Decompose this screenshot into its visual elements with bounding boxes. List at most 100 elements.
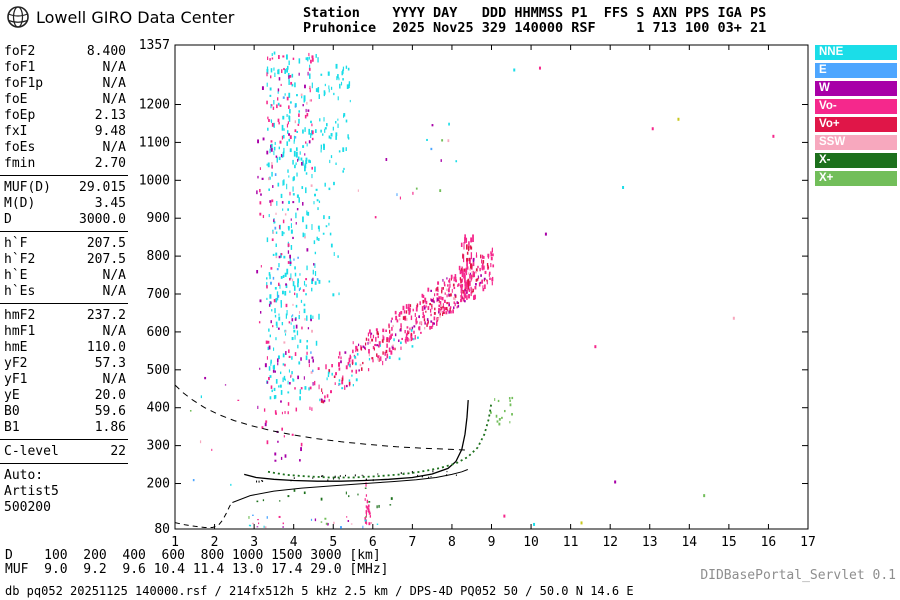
svg-text:80: 80 xyxy=(154,522,170,537)
param-row: C-level 22 xyxy=(4,444,126,460)
param-row: hmF2 237.2 xyxy=(4,308,126,324)
svg-text:800: 800 xyxy=(147,249,170,264)
param-value: N/A xyxy=(102,76,126,91)
param-label: h`F xyxy=(4,236,28,251)
panel-divider xyxy=(0,303,128,304)
param-label: h`F2 xyxy=(4,252,36,267)
svg-text:12: 12 xyxy=(602,535,618,550)
param-row: foF2 8.400 xyxy=(4,44,126,60)
svg-text:400: 400 xyxy=(147,401,170,416)
svg-text:7: 7 xyxy=(408,535,416,550)
panel-divider xyxy=(0,231,128,232)
giro-globe-icon xyxy=(7,6,29,28)
param-label: D xyxy=(4,212,12,227)
muf-distance-table: D 100 200 400 600 800 1000 1500 3000 [km… xyxy=(5,548,389,577)
y-axis-ticks: 80 200 300 400 500 600 700 800 900 1000 1100 1200 13… xyxy=(139,38,808,537)
param-label: hmE xyxy=(4,340,28,355)
param-row: Auto: xyxy=(4,468,126,484)
parameter-panel: foF2 8.400 foF1 N/A foF1p N/A foE N/A foEp 2.13 fx… xyxy=(0,44,128,516)
param-row: fxI 9.48 xyxy=(4,124,126,140)
param-label: B0 xyxy=(4,404,20,419)
param-row: yF2 57.3 xyxy=(4,356,126,372)
param-row: h`E N/A xyxy=(4,268,126,284)
param-row: Artist5 xyxy=(4,484,126,500)
svg-text:8: 8 xyxy=(448,535,456,550)
param-value: 57.3 xyxy=(94,356,126,371)
svg-text:5: 5 xyxy=(329,535,337,550)
station-header-labels: Station YYYY DAY DDD HHMMSS P1 FFS S AXN… xyxy=(303,5,767,21)
svg-text:1000: 1000 xyxy=(139,173,170,188)
param-value: N/A xyxy=(102,92,126,107)
svg-text:14: 14 xyxy=(681,535,697,550)
svg-text:16: 16 xyxy=(761,535,777,550)
param-label: Artist5 xyxy=(4,484,59,499)
transmission-curve xyxy=(174,384,470,451)
svg-text:700: 700 xyxy=(147,287,170,302)
svg-text:500: 500 xyxy=(147,363,170,378)
param-row: yF1 N/A xyxy=(4,372,126,388)
param-value: N/A xyxy=(102,140,126,155)
svg-text:13: 13 xyxy=(642,535,658,550)
param-label: foF2 xyxy=(4,44,36,59)
legend-item-ssw: SSW xyxy=(815,135,897,150)
param-row: B0 59.6 xyxy=(4,404,126,420)
param-value: 8.400 xyxy=(86,44,126,59)
svg-text:900: 900 xyxy=(147,211,170,226)
x-axis-ticks: 1 2 3 4 5 6 7 8 9 10 11 12 13 14 15 16 17 xyxy=(171,45,816,550)
plot-frame xyxy=(174,44,809,530)
legend-item-vo+: Vo+ xyxy=(815,117,897,132)
param-label: yF2 xyxy=(4,356,28,371)
svg-text:1100: 1100 xyxy=(139,135,170,150)
param-label: fmin xyxy=(4,156,36,171)
param-label: fxI xyxy=(4,124,28,139)
svg-text:17: 17 xyxy=(800,535,816,550)
echo-points xyxy=(189,51,775,529)
legend-item-w: W xyxy=(815,81,897,96)
o-trace xyxy=(244,400,469,482)
param-label: B1 xyxy=(4,420,20,435)
param-value: N/A xyxy=(102,268,126,283)
svg-text:600: 600 xyxy=(147,325,170,340)
param-row: hmE 110.0 xyxy=(4,340,126,356)
param-value: 29.015 xyxy=(79,180,126,195)
param-label: hmF1 xyxy=(4,324,36,339)
param-value: N/A xyxy=(102,60,126,75)
param-value: 1.86 xyxy=(94,420,126,435)
x-trace xyxy=(267,404,492,479)
param-row: fmin 2.70 xyxy=(4,156,126,172)
param-label: hmF2 xyxy=(4,308,36,323)
param-row: D 3000.0 xyxy=(4,212,126,228)
param-label: yF1 xyxy=(4,372,28,387)
svg-text:15: 15 xyxy=(721,535,737,550)
legend-item-e: E xyxy=(815,63,897,78)
param-label: C-level xyxy=(4,444,59,459)
param-row: MUF(D) 29.015 xyxy=(4,180,126,196)
param-value: 207.5 xyxy=(86,252,126,267)
param-label: MUF(D) xyxy=(4,180,51,195)
param-row: yE 20.0 xyxy=(4,388,126,404)
param-label: foE xyxy=(4,92,28,107)
param-row: foE N/A xyxy=(4,92,126,108)
station-header: Station YYYY DAY DDD HHMMSS P1 FFS S AXN… xyxy=(303,6,766,36)
param-label: yE xyxy=(4,388,20,403)
param-label: h`Es xyxy=(4,284,36,299)
param-row: h`F 207.5 xyxy=(4,236,126,252)
param-value: 237.2 xyxy=(86,308,126,323)
svg-text:6: 6 xyxy=(369,535,377,550)
param-value: 3.45 xyxy=(94,196,126,211)
param-label: foF1p xyxy=(4,76,44,91)
servlet-version-label: DIDBasePortal_Servlet 0.1 xyxy=(700,568,896,583)
panel-divider xyxy=(0,175,128,176)
param-row: h`Es N/A xyxy=(4,284,126,300)
legend-item-nne: NNE xyxy=(815,45,897,60)
echo-direction-legend: NNE E W Vo- Vo+ SSW X- X+ xyxy=(815,45,897,189)
panel-divider xyxy=(0,439,128,440)
panel-divider xyxy=(0,463,128,464)
svg-text:1357: 1357 xyxy=(139,38,170,53)
svg-text:200: 200 xyxy=(147,477,170,492)
param-label: foEp xyxy=(4,108,36,123)
param-row: hmF1 N/A xyxy=(4,324,126,340)
param-row: 500200 xyxy=(4,500,126,516)
legend-item-vo-: Vo- xyxy=(815,99,897,114)
